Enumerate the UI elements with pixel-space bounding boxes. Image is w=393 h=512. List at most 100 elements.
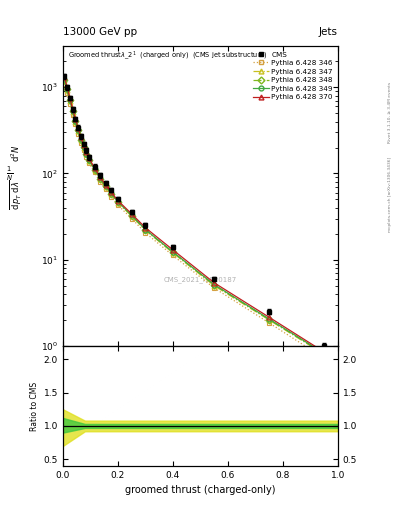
Pythia 6.428 370 bbox=[84, 149, 89, 155]
Pythia 6.428 346 bbox=[92, 169, 97, 176]
Pythia 6.428 370 bbox=[129, 211, 134, 217]
Pythia 6.428 349 bbox=[103, 183, 108, 189]
Pythia 6.428 348 bbox=[62, 77, 67, 83]
Pythia 6.428 370 bbox=[267, 314, 272, 321]
Pythia 6.428 348 bbox=[92, 166, 97, 173]
Pythia 6.428 347 bbox=[79, 137, 83, 143]
Pythia 6.428 349 bbox=[81, 144, 86, 150]
Pythia 6.428 346 bbox=[322, 355, 327, 361]
Pythia 6.428 348 bbox=[108, 190, 114, 197]
Pythia 6.428 348 bbox=[73, 118, 78, 124]
Pythia 6.428 347 bbox=[92, 167, 97, 173]
Pythia 6.428 348 bbox=[86, 157, 91, 163]
Text: $\frac{1}{N}$: $\frac{1}{N}$ bbox=[6, 165, 13, 183]
Pythia 6.428 346 bbox=[267, 320, 272, 326]
Pythia 6.428 347 bbox=[116, 200, 120, 206]
Pythia 6.428 347 bbox=[108, 191, 114, 197]
Pythia 6.428 347 bbox=[64, 87, 70, 93]
Pythia 6.428 346 bbox=[171, 252, 175, 259]
Pythia 6.428 346 bbox=[79, 140, 83, 146]
Pythia 6.428 370 bbox=[212, 280, 217, 286]
Pythia 6.428 348 bbox=[267, 316, 272, 323]
Pythia 6.428 349 bbox=[116, 199, 120, 205]
Pythia 6.428 370 bbox=[103, 182, 108, 188]
Pythia 6.428 349 bbox=[322, 350, 327, 356]
Pythia 6.428 348 bbox=[171, 249, 175, 255]
Pythia 6.428 348 bbox=[322, 351, 327, 357]
Pythia 6.428 349 bbox=[68, 97, 72, 103]
Pythia 6.428 347 bbox=[81, 144, 86, 151]
Pythia 6.428 346 bbox=[73, 121, 78, 127]
Pythia 6.428 370 bbox=[92, 165, 97, 171]
Pythia 6.428 347 bbox=[84, 152, 89, 158]
Text: Jets: Jets bbox=[319, 27, 338, 37]
Pythia 6.428 347 bbox=[322, 351, 327, 357]
Pythia 6.428 348 bbox=[68, 97, 72, 103]
Pythia 6.428 346 bbox=[116, 202, 120, 208]
Text: $\mathrm{d}^2N$: $\mathrm{d}^2N$ bbox=[9, 145, 22, 162]
Pythia 6.428 349 bbox=[143, 226, 148, 232]
Pythia 6.428 346 bbox=[129, 216, 134, 222]
Pythia 6.428 346 bbox=[68, 101, 72, 107]
Text: $\overline{\mathrm{d}\,p_T\,\mathrm{d}\,\lambda}$: $\overline{\mathrm{d}\,p_T\,\mathrm{d}\,… bbox=[8, 179, 24, 210]
Pythia 6.428 346 bbox=[81, 147, 86, 153]
Pythia 6.428 347 bbox=[98, 176, 103, 182]
Text: Rivet 3.1.10, ≥ 3.4M events: Rivet 3.1.10, ≥ 3.4M events bbox=[388, 82, 392, 143]
Pythia 6.428 346 bbox=[98, 179, 103, 185]
Pythia 6.428 370 bbox=[76, 125, 81, 131]
Pythia 6.428 348 bbox=[116, 199, 120, 205]
Pythia 6.428 348 bbox=[143, 227, 148, 233]
Text: 13000 GeV pp: 13000 GeV pp bbox=[63, 27, 137, 37]
Pythia 6.428 370 bbox=[86, 155, 91, 161]
Pythia 6.428 347 bbox=[143, 227, 148, 233]
Pythia 6.428 370 bbox=[143, 225, 148, 231]
Pythia 6.428 370 bbox=[62, 74, 67, 80]
Pythia 6.428 348 bbox=[103, 183, 108, 189]
Pythia 6.428 347 bbox=[86, 158, 91, 164]
Pythia 6.428 347 bbox=[212, 283, 217, 289]
Pythia 6.428 349 bbox=[92, 166, 97, 173]
Pythia 6.428 349 bbox=[108, 190, 114, 196]
Pythia 6.428 349 bbox=[171, 249, 175, 255]
Pythia 6.428 347 bbox=[103, 184, 108, 190]
Pythia 6.428 348 bbox=[76, 127, 81, 134]
Pythia 6.428 346 bbox=[212, 285, 217, 291]
X-axis label: groomed thrust (charged-only): groomed thrust (charged-only) bbox=[125, 485, 275, 495]
Line: Pythia 6.428 347: Pythia 6.428 347 bbox=[62, 78, 327, 357]
Pythia 6.428 347 bbox=[68, 97, 72, 103]
Pythia 6.428 347 bbox=[129, 213, 134, 219]
Line: Pythia 6.428 370: Pythia 6.428 370 bbox=[62, 74, 327, 354]
Pythia 6.428 370 bbox=[64, 84, 70, 90]
Pythia 6.428 349 bbox=[98, 175, 103, 181]
Pythia 6.428 349 bbox=[212, 282, 217, 288]
Pythia 6.428 370 bbox=[81, 142, 86, 148]
Pythia 6.428 346 bbox=[143, 230, 148, 236]
Line: Pythia 6.428 349: Pythia 6.428 349 bbox=[62, 77, 327, 356]
Pythia 6.428 347 bbox=[73, 118, 78, 124]
Pythia 6.428 349 bbox=[70, 108, 75, 114]
Pythia 6.428 349 bbox=[86, 157, 91, 163]
Pythia 6.428 348 bbox=[84, 151, 89, 157]
Pythia 6.428 370 bbox=[70, 105, 75, 112]
Pythia 6.428 346 bbox=[64, 90, 70, 96]
Pythia 6.428 346 bbox=[86, 160, 91, 166]
Pythia 6.428 349 bbox=[84, 151, 89, 157]
Pythia 6.428 370 bbox=[79, 134, 83, 140]
Pythia 6.428 370 bbox=[116, 198, 120, 204]
Pythia 6.428 347 bbox=[267, 317, 272, 323]
Pythia 6.428 347 bbox=[70, 109, 75, 115]
Pythia 6.428 370 bbox=[98, 174, 103, 180]
Text: CMS_2021_I1920187: CMS_2021_I1920187 bbox=[164, 276, 237, 283]
Pythia 6.428 370 bbox=[322, 349, 327, 355]
Pythia 6.428 346 bbox=[62, 80, 67, 87]
Pythia 6.428 370 bbox=[73, 116, 78, 122]
Pythia 6.428 348 bbox=[64, 87, 70, 93]
Pythia 6.428 370 bbox=[171, 247, 175, 253]
Pythia 6.428 347 bbox=[62, 77, 67, 83]
Pythia 6.428 370 bbox=[68, 94, 72, 100]
Pythia 6.428 349 bbox=[64, 86, 70, 92]
Pythia 6.428 349 bbox=[62, 76, 67, 82]
Pythia 6.428 347 bbox=[171, 250, 175, 256]
Pythia 6.428 348 bbox=[129, 212, 134, 219]
Line: Pythia 6.428 348: Pythia 6.428 348 bbox=[62, 77, 327, 356]
